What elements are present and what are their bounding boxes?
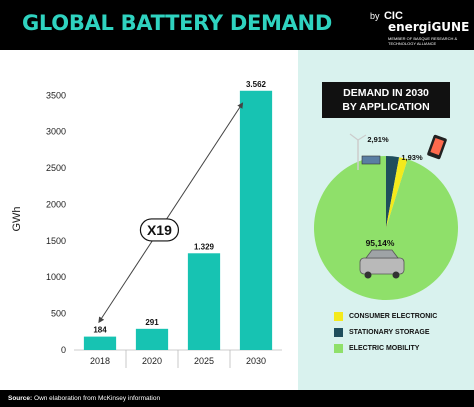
y-tick-label: 1000 — [46, 272, 66, 282]
y-tick-label: 2000 — [46, 199, 66, 209]
wind-turbine-icon — [349, 133, 367, 170]
source-label: Source: — [8, 395, 33, 402]
brand-name: CIC — [383, 10, 403, 22]
pie-legend: CONSUMER ELECTRONIC STATIONARY STORAGE ELE… — [334, 308, 437, 356]
y-tick-label: 2500 — [46, 163, 66, 173]
legend-item: STATIONARY STORAGE — [334, 324, 437, 340]
bar-chart-panel: 0 500 1000 1500 2000 2500 3000 3500 GWh 184 2018 29… — [0, 50, 298, 390]
pie-title-text: DEMAND IN 2030 BY APPLICATION — [322, 86, 450, 114]
y-axis-label: GWh — [11, 206, 23, 231]
pie-slice-label: 95,14% — [366, 238, 395, 248]
legend-label: STATIONARY STORAGE — [349, 328, 430, 336]
footer-source: Source: Own elaboration from McKinsey in… — [0, 390, 474, 407]
legend-item: CONSUMER ELECTRONIC — [334, 308, 437, 324]
brand-logo: by CIC energiGUNE MEMBER OF BASQUE RESEA… — [370, 6, 469, 46]
phone-icon — [427, 134, 447, 160]
y-tick-label: 1500 — [46, 236, 66, 246]
x-tick-label: 2018 — [90, 356, 110, 366]
y-tick-label: 3500 — [46, 90, 66, 100]
bar-chart: 0 500 1000 1500 2000 2500 3000 3500 GWh 184 2018 29… — [11, 80, 282, 368]
bar — [239, 90, 273, 350]
x-tick-label: 2025 — [194, 356, 214, 366]
legend-item: ELECTRIC MOBILITY — [334, 340, 437, 356]
y-tick-label: 500 — [51, 309, 66, 319]
brand-by: by — [370, 11, 380, 21]
bar — [83, 336, 117, 350]
x-tick-label: 2020 — [142, 356, 162, 366]
bar-value-label: 291 — [145, 318, 159, 327]
pie-slice-label: 2,91% — [367, 135, 389, 144]
pie-title-line: BY APPLICATION — [342, 101, 430, 113]
bar — [135, 328, 169, 350]
source-text: Own elaboration from McKinsey informatio… — [32, 395, 161, 402]
header-bar: GLOBAL BATTERY DEMAND by CIC energiGUNE … — [0, 0, 474, 50]
solar-panel-icon — [361, 155, 381, 165]
legend-label: ELECTRIC MOBILITY — [349, 344, 420, 352]
brand-tagline: MEMBER OF BASQUE RESEARCH & TECHNOLOGY A… — [388, 36, 458, 46]
growth-arrow — [98, 102, 244, 324]
y-tick-label: 3000 — [46, 127, 66, 137]
bar — [187, 253, 221, 350]
pie-title-line: DEMAND IN 2030 — [343, 87, 429, 99]
pie-slice — [386, 156, 400, 228]
pie-panel: DEMAND IN 2030 BY APPLICATION 1,93% 2,91% 9… — [298, 50, 474, 390]
brand-energigune: energiGUNE — [388, 20, 470, 34]
pie-slice — [386, 157, 408, 228]
growth-annotation: X19 — [147, 222, 172, 238]
y-tick-label: 0 — [61, 345, 66, 355]
car-icon — [359, 249, 405, 279]
growth-badge — [139, 218, 180, 242]
legend-label: CONSUMER ELECTRONIC — [349, 312, 438, 320]
legend-swatch — [334, 311, 343, 321]
pie-chart: 1,93% 2,91% 95,14% — [314, 133, 458, 300]
pie-slice-label: 1,93% — [401, 153, 423, 162]
pie-title: DEMAND IN 2030 BY APPLICATION — [322, 82, 450, 118]
bar-value-label: 184 — [93, 326, 107, 335]
legend-swatch — [334, 343, 343, 353]
bar-value-label: 3.562 — [246, 80, 267, 89]
legend-swatch — [334, 327, 343, 337]
page-title: GLOBAL BATTERY DEMAND — [22, 11, 332, 35]
bar-value-label: 1.329 — [194, 242, 215, 251]
x-tick-label: 2030 — [246, 356, 266, 366]
